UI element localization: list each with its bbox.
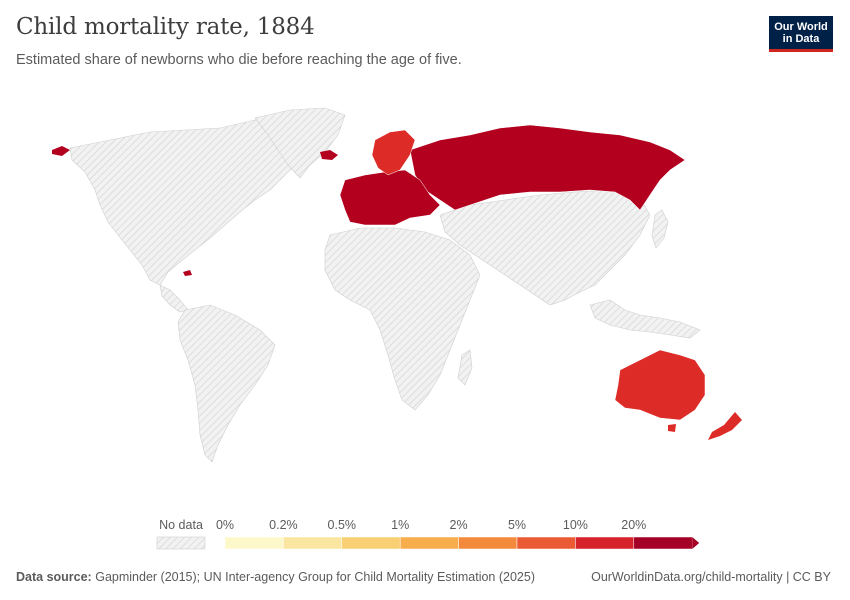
legend-no-data-label: No data (159, 518, 203, 532)
legend-bins: 0% 0.2% 0.5% 1% 2% 5% 10% 20% (216, 518, 700, 550)
logo-line-2: in Data (782, 33, 820, 45)
region-iceland[interactable] (320, 150, 338, 160)
legend-swatch-4[interactable] (458, 536, 518, 550)
legend-label-0: 0% (216, 518, 234, 532)
region-north-america[interactable] (69, 117, 336, 286)
legend-label-3: 1% (391, 518, 409, 532)
legend-swatch-6[interactable] (575, 536, 635, 550)
footer-source-text: Gapminder (2015); UN Inter-agency Group … (95, 570, 535, 584)
region-scandinavia[interactable] (371, 129, 416, 176)
region-south-america[interactable] (177, 304, 276, 463)
legend-swatch-1[interactable] (283, 536, 343, 550)
chart-subtitle: Estimated share of newborns who die befo… (16, 52, 462, 68)
region-africa[interactable] (324, 227, 481, 411)
region-madagascar[interactable] (457, 349, 473, 386)
legend-label-6: 10% (563, 518, 588, 532)
region-caribbean[interactable] (183, 270, 192, 276)
footer-source: Data source: Gapminder (2015); UN Inter-… (16, 570, 535, 584)
logo-line-1: Our World (774, 21, 828, 33)
footer-url[interactable]: OurWorldinData.org/child-mortality | CC … (591, 570, 831, 584)
legend-swatch-2[interactable] (341, 536, 401, 550)
region-japan[interactable] (651, 209, 669, 249)
footer-source-label: Data source: (16, 570, 92, 584)
map-legend: No data 0% 0.2% 0.5% 1% 2% 5% 10% 20% (156, 518, 700, 550)
region-southeast-asia[interactable] (589, 299, 701, 339)
region-asia[interactable] (439, 189, 651, 306)
legend-label-5: 5% (508, 518, 526, 532)
legend-no-data-swatch (156, 536, 206, 550)
region-alaska-fragment[interactable] (52, 146, 70, 156)
legend-label-2: 0.5% (328, 518, 357, 532)
legend-label-4: 2% (450, 518, 468, 532)
region-tasmania[interactable] (668, 424, 676, 432)
legend-swatch-3[interactable] (399, 536, 459, 550)
legend-swatch-0[interactable] (224, 536, 284, 550)
legend-label-7: 20% (621, 518, 646, 532)
legend-swatch-5[interactable] (516, 536, 576, 550)
legend-arrow-tip (692, 537, 700, 549)
region-australia[interactable] (614, 349, 706, 421)
legend-label-1: 0.2% (269, 518, 298, 532)
owid-logo[interactable]: Our World in Data (769, 16, 833, 52)
chart-title: Child mortality rate, 1884 (16, 14, 315, 40)
region-russia[interactable] (409, 124, 686, 211)
region-central-america[interactable] (159, 284, 189, 313)
world-map[interactable]: No data 0% 0.2% 0.5% 1% 2% 5% 10% 20% (0, 80, 850, 565)
legend-swatch-7[interactable] (633, 536, 693, 550)
region-greenland[interactable] (254, 107, 346, 179)
region-new-zealand[interactable] (708, 412, 742, 440)
